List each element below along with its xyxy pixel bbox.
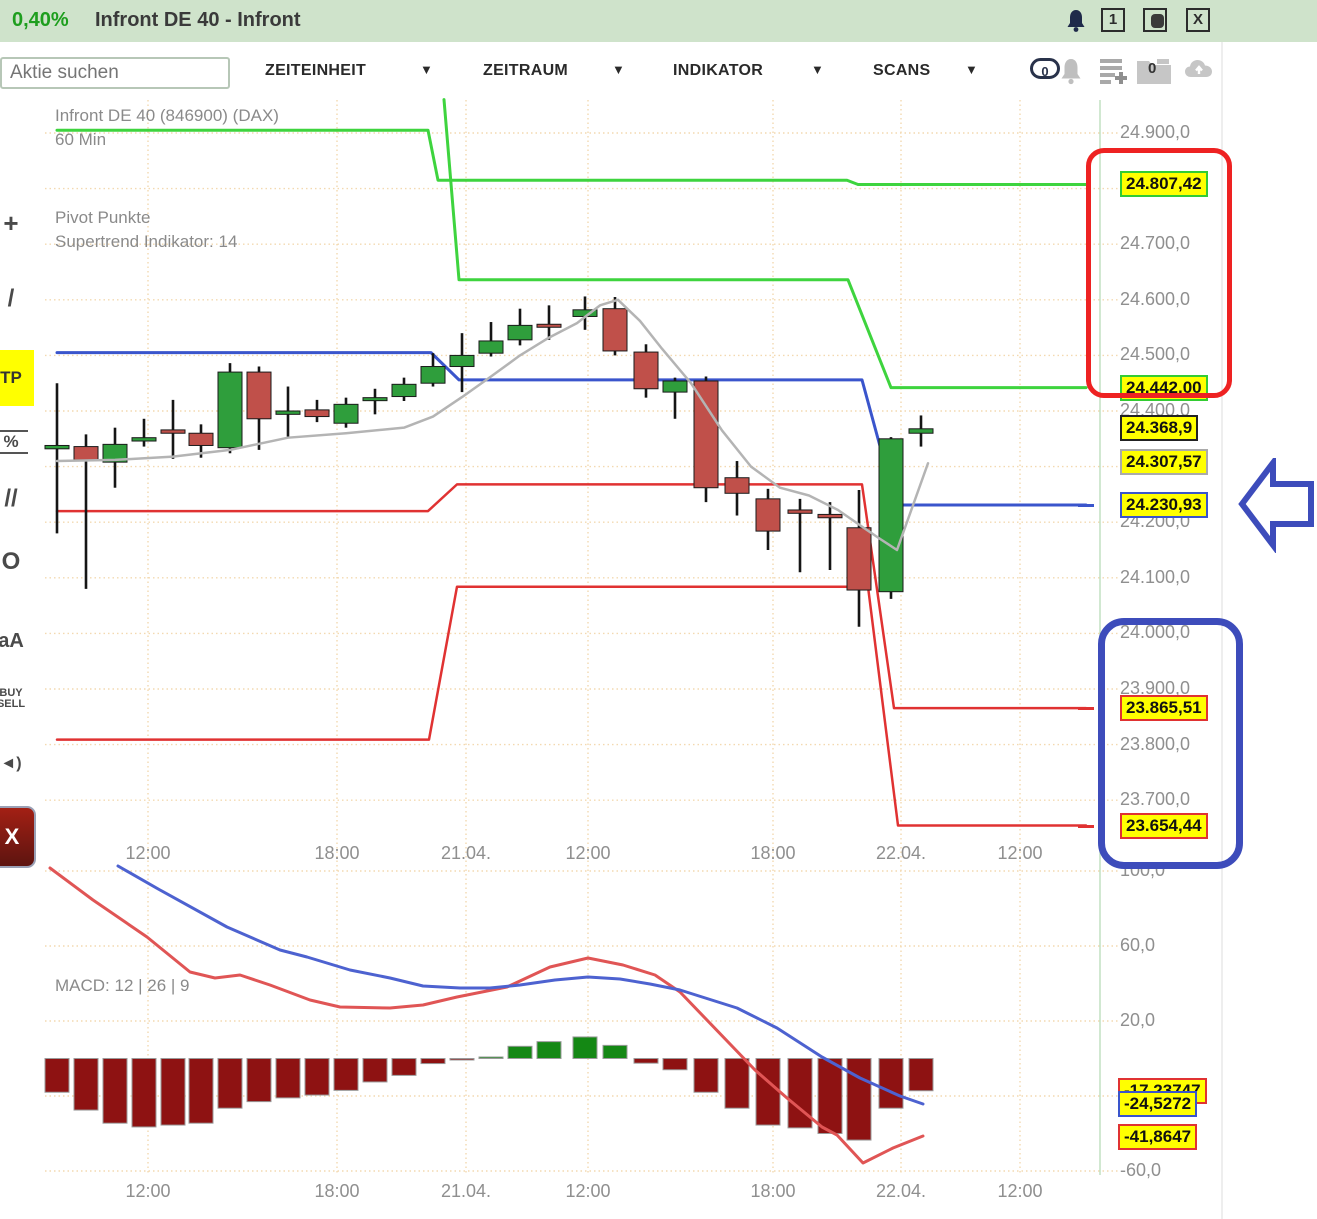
cloud-upload-icon[interactable] — [1183, 55, 1215, 81]
menu-zeiteinheit[interactable]: ZEITEINHEIT — [265, 62, 367, 79]
notification-bell-icon[interactable] — [1063, 8, 1089, 34]
takeprofit-tool[interactable]: TP — [0, 350, 34, 406]
toolbar: ZEITEINHEIT ▼ ZEITRAUM ▼ INDIKATOR ▼ SCA… — [0, 42, 1222, 100]
restore-icon — [1151, 14, 1164, 28]
alert-count-badge: 0 — [1030, 58, 1060, 79]
sound-alert-tool[interactable]: ◄) — [0, 755, 22, 772]
trendline-tool[interactable]: / — [7, 285, 15, 312]
chevron-down-icon[interactable]: ▼ — [420, 62, 433, 77]
menu-indikator[interactable]: INDIKATOR — [673, 62, 764, 79]
workspace-tab-button[interactable]: 1 — [1101, 8, 1125, 32]
search-input[interactable] — [0, 57, 230, 89]
parallel-channel-tool[interactable]: // — [4, 485, 18, 512]
ellipse-tool[interactable]: O — [1, 548, 21, 575]
restore-window-button[interactable] — [1143, 8, 1167, 32]
alert-bell-icon[interactable] — [1056, 55, 1086, 87]
buy-sell-tool[interactable]: BUY SELL — [0, 687, 26, 710]
change-percent: 0,40% — [12, 9, 69, 31]
close-tool[interactable]: X — [0, 806, 36, 868]
percent-retracement-tool[interactable]: % — [0, 430, 28, 454]
cursor-move-tool[interactable]: + — [3, 208, 19, 238]
menu-zeitraum[interactable]: ZEITRAUM — [483, 62, 569, 79]
folder-icon[interactable] — [1135, 55, 1175, 87]
window-title: Infront DE 40 - Infront — [95, 9, 301, 31]
title-bar: 0,40% Infront DE 40 - Infront 1 X — [0, 0, 1317, 42]
menu-scans[interactable]: SCANS — [873, 62, 931, 79]
chevron-down-icon[interactable]: ▼ — [811, 62, 824, 77]
chevron-down-icon[interactable]: ▼ — [965, 62, 978, 77]
close-window-button[interactable]: X — [1186, 8, 1210, 32]
chevron-down-icon[interactable]: ▼ — [612, 62, 625, 77]
text-tool[interactable]: aA — [0, 630, 24, 652]
watchlist-add-icon[interactable] — [1097, 55, 1131, 89]
folder-count-badge: 0 — [1148, 60, 1157, 77]
